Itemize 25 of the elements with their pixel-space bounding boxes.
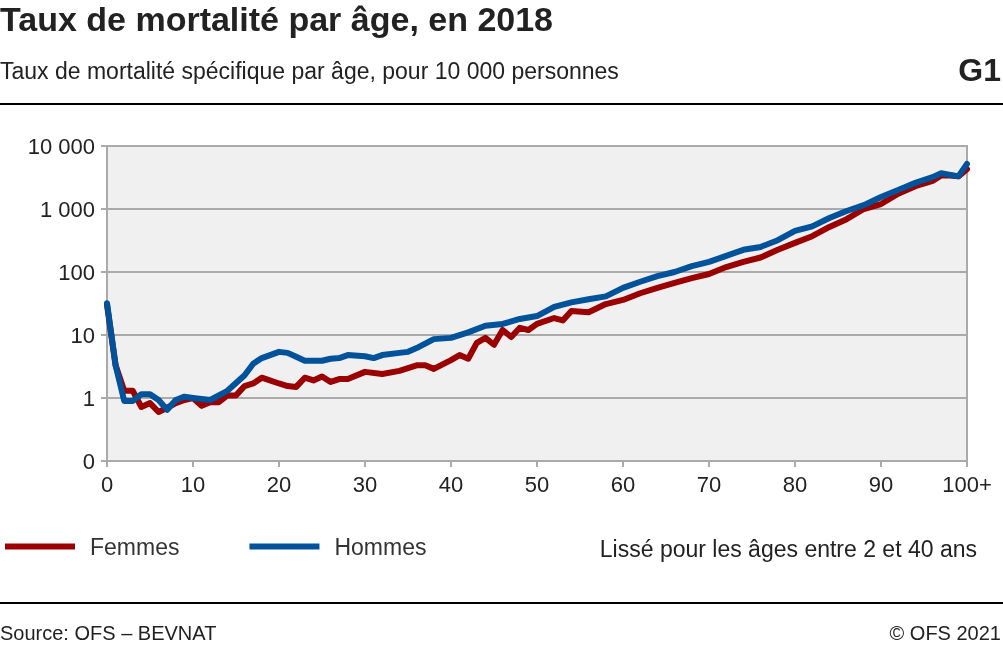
text: © OFS 2021 [889, 622, 1001, 645]
y-tick-label: 100 [58, 259, 95, 285]
x-tick-label: 20 [266, 471, 292, 497]
text: G1 [958, 52, 1001, 89]
x-tick-label: 10 [180, 471, 206, 497]
x-tick-label: 70 [696, 471, 722, 497]
text: Lissé pour les âges entre 2 et 40 ans [599, 536, 977, 563]
chart-title: Taux de mortalité par âge, en 2018 [0, 0, 554, 39]
y-tick-label: 0 [82, 448, 95, 474]
x-tick-label: 0 [100, 471, 114, 497]
y-tick-label: 1 000 [39, 196, 95, 222]
y-tick-label: 10 [70, 322, 95, 348]
x-tick-label: 30 [352, 471, 378, 497]
legend-label: Hommes [334, 533, 427, 560]
x-tick-label: 90 [868, 471, 894, 497]
x-tick-label: 40 [438, 471, 464, 497]
x-tick-label: 50 [524, 471, 550, 497]
y-tick-label: 1 [82, 385, 95, 411]
source-note: Source: OFS – BEVNAT [0, 622, 217, 645]
legend-label: Femmes [90, 533, 180, 560]
x-tick-label: 100+ [942, 471, 992, 497]
chart-subtitle: Taux de mortalité spécifique par âge, pour 10 000 personnes [0, 58, 619, 85]
x-tick-label: 60 [610, 471, 636, 497]
x-tick-label: 80 [782, 471, 808, 497]
y-tick-label: 10 000 [27, 133, 95, 159]
